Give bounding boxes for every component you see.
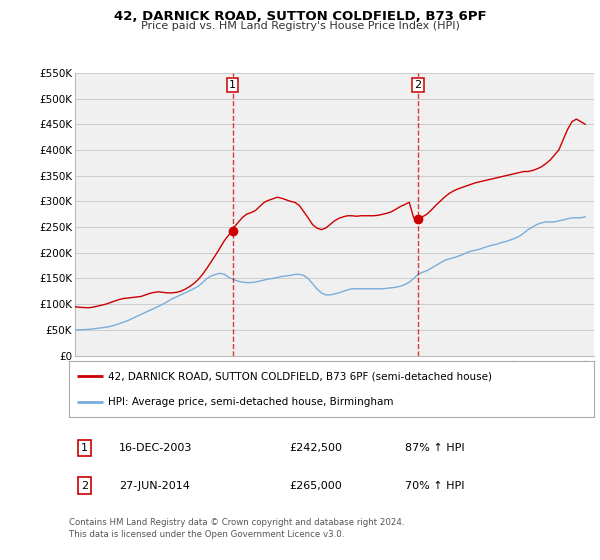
Text: Price paid vs. HM Land Registry's House Price Index (HPI): Price paid vs. HM Land Registry's House …	[140, 21, 460, 31]
Text: 1: 1	[229, 80, 236, 90]
Text: 2: 2	[81, 480, 88, 491]
Text: £265,000: £265,000	[290, 480, 342, 491]
Text: 87% ↑ HPI: 87% ↑ HPI	[405, 443, 464, 453]
Text: Contains HM Land Registry data © Crown copyright and database right 2024.: Contains HM Land Registry data © Crown c…	[69, 518, 404, 527]
Text: This data is licensed under the Open Government Licence v3.0.: This data is licensed under the Open Gov…	[69, 530, 344, 539]
Text: £242,500: £242,500	[290, 443, 343, 453]
Text: 70% ↑ HPI: 70% ↑ HPI	[405, 480, 464, 491]
Text: 42, DARNICK ROAD, SUTTON COLDFIELD, B73 6PF: 42, DARNICK ROAD, SUTTON COLDFIELD, B73 …	[113, 10, 487, 23]
Text: 27-JUN-2014: 27-JUN-2014	[119, 480, 190, 491]
Text: HPI: Average price, semi-detached house, Birmingham: HPI: Average price, semi-detached house,…	[109, 397, 394, 407]
Text: 1: 1	[81, 443, 88, 453]
Text: 2: 2	[415, 80, 421, 90]
Text: 16-DEC-2003: 16-DEC-2003	[119, 443, 192, 453]
Text: 42, DARNICK ROAD, SUTTON COLDFIELD, B73 6PF (semi-detached house): 42, DARNICK ROAD, SUTTON COLDFIELD, B73 …	[109, 371, 493, 381]
